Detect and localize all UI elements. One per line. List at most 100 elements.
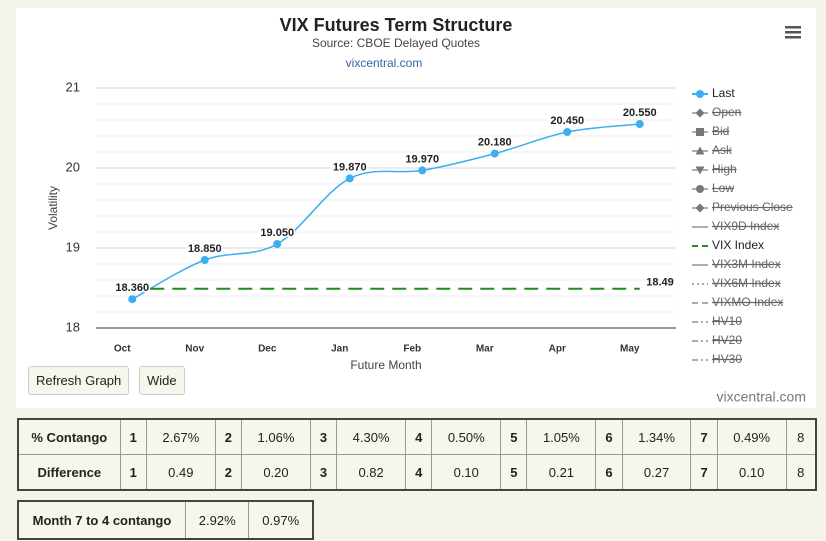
legend-symbol (695, 166, 705, 175)
credit: vixcentral.com (717, 389, 806, 405)
chart-subtitle: Source: CBOE Delayed Quotes (312, 36, 480, 50)
table-cell: Month 7 to 4 contango (17, 500, 186, 540)
table-cell: 1 (119, 418, 147, 455)
contango-table: % Contango 1 2.67% 2 1.06% 3 4.30% 4 0.50% 5 1.05%… (17, 418, 817, 491)
table-cell: 8 (785, 454, 817, 491)
legend-label: Open (712, 105, 741, 119)
data-label: 20.550 (623, 107, 657, 119)
legend-item[interactable]: Open (692, 105, 741, 119)
x-tick-label: Mar (476, 344, 494, 355)
table-cell: 0.20 (241, 454, 311, 491)
legend-symbol (696, 90, 704, 98)
table-cell: 8 (785, 418, 817, 455)
table-cell: 0.82 (336, 454, 407, 491)
legend-item[interactable]: Low (692, 181, 734, 195)
table-row: % Contango 1 2.67% 2 1.06% 3 4.30% 4 0.50% 5 1.05%… (17, 418, 817, 455)
table-cell: 4 (405, 418, 433, 455)
y-tick-label: 19 (66, 239, 80, 254)
table-cell: Difference (17, 454, 121, 491)
table-cell: 0.27 (621, 454, 692, 491)
data-point (635, 120, 644, 128)
table-cell: 0.10 (431, 454, 502, 491)
legend-label: HV20 (712, 333, 742, 347)
data-label: 19.970 (405, 153, 439, 165)
legend-item[interactable]: Previous Close (692, 200, 793, 214)
table-cell: 6 (595, 454, 623, 491)
legend-item[interactable]: Ask (692, 143, 733, 157)
summary-table: Month 7 to 4 contango 2.92% 0.97% (17, 500, 314, 540)
legend-item[interactable]: Bid (692, 124, 729, 138)
source-link[interactable]: vixcentral.com (346, 56, 423, 70)
y-axis-title: Volatility (46, 186, 60, 230)
legend-label: Ask (712, 143, 733, 157)
legend-label: HV30 (712, 352, 742, 366)
legend-item[interactable]: VIX Index (692, 238, 764, 252)
data-label: 19.870 (333, 161, 367, 173)
x-tick-label: Dec (258, 344, 277, 355)
wide-button[interactable]: Wide (139, 366, 185, 395)
menu-icon[interactable] (785, 26, 801, 39)
legend-item[interactable]: HV20 (692, 333, 742, 347)
table-cell: 4 (405, 454, 433, 491)
data-point (490, 149, 499, 158)
table-cell: 1.05% (526, 418, 597, 455)
legend-symbol (695, 203, 705, 213)
legend-item[interactable]: VIX9D Index (692, 219, 779, 233)
refresh-button[interactable]: Refresh Graph (28, 366, 130, 395)
table-cell: 1.06% (241, 418, 311, 455)
legend-label: Low (712, 181, 734, 195)
legend-item[interactable]: HV30 (692, 352, 742, 366)
data-point (418, 166, 427, 175)
chart: VIX Futures Term Structure Source: CBOE … (46, 15, 806, 405)
legend-label: VIX Index (712, 238, 764, 252)
legend-item[interactable]: VIXMO Index (692, 295, 783, 309)
table-cell: 3 (309, 454, 338, 491)
table-cell: 0.49 (145, 454, 216, 491)
chart-title: VIX Futures Term Structure (280, 15, 513, 35)
table-cell: 2 (214, 454, 243, 491)
legend-item[interactable]: VIX6M Index (692, 276, 781, 290)
legend-item[interactable]: Last (692, 86, 735, 100)
table-cell: 6 (595, 418, 623, 455)
legend-symbol (695, 108, 705, 118)
data-point (128, 295, 137, 304)
data-label: 20.180 (478, 137, 512, 149)
x-tick-label: Feb (403, 344, 421, 355)
legend-label: VIX3M Index (712, 257, 781, 271)
x-axis-title: Future Month (350, 358, 421, 372)
legend-label: Bid (712, 124, 729, 138)
series-line (131, 123, 640, 300)
x-tick-label: Oct (114, 344, 131, 355)
legend-symbol (695, 146, 705, 155)
x-tick-label: Nov (185, 344, 204, 355)
table-cell: 1 (119, 454, 147, 491)
legend-label: HV10 (712, 314, 742, 328)
legend-label: VIX9D Index (712, 219, 779, 233)
legend-item[interactable]: High (692, 162, 737, 176)
chart-panel (16, 8, 816, 408)
legend-symbol (696, 185, 704, 193)
table-cell: 0.21 (526, 454, 597, 491)
data-label: 18.360 (115, 282, 149, 294)
menu-bar (785, 31, 801, 34)
legend-item[interactable]: VIX3M Index (692, 257, 781, 271)
data-label: 19.050 (260, 227, 294, 239)
x-tick-label: Jan (331, 344, 348, 355)
table-cell: 5 (500, 454, 528, 491)
data-point (273, 240, 282, 248)
table-cell: 1.34% (621, 418, 692, 455)
table-cell: 7 (690, 418, 718, 455)
table-cell: 2 (214, 418, 243, 455)
table-cell: 0.50% (431, 418, 502, 455)
legend-item[interactable]: HV10 (692, 314, 742, 328)
table-cell: % Contango (17, 418, 121, 455)
table-cell: 0.10 (716, 454, 787, 491)
y-tick-label: 18 (66, 319, 80, 334)
table-cell: 0.97% (248, 500, 314, 540)
legend-label: Previous Close (712, 200, 793, 214)
table-cell: 5 (500, 418, 528, 455)
table-row: Month 7 to 4 contango 2.92% 0.97% (17, 500, 314, 540)
table-cell: 0.49% (716, 418, 787, 455)
data-point (563, 128, 572, 136)
